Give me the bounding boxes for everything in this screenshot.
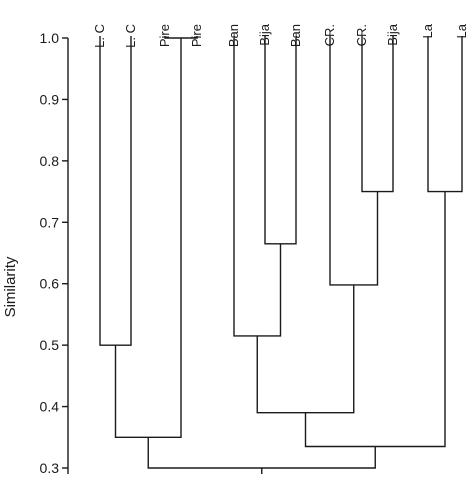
y-tick-label-7: 0.3	[40, 460, 60, 474]
leaf-label-1: L. C	[123, 24, 138, 48]
leaf-label-8: CR.	[354, 24, 369, 46]
leaf-label-6: Ban	[288, 24, 303, 47]
leaf-label-10: La	[420, 23, 435, 38]
y-tick-label-1: 0.9	[40, 91, 60, 107]
leaf-label-0: L. C	[92, 24, 107, 48]
y-tick-label-6: 0.4	[40, 399, 60, 415]
merge-link-2	[264, 36, 297, 245]
y-axis-ticks: 1.0 0.9 0.8 0.7 0.6 0.5 0.4 0.3	[40, 30, 68, 476]
y-tick-label-4: 0.6	[40, 276, 60, 292]
leaf-label-4: Ban	[226, 24, 241, 47]
leaf-label-2: Pire	[157, 24, 172, 47]
merge-link-8	[256, 284, 355, 414]
y-tick-label-5: 0.5	[40, 337, 60, 353]
merge-link-4	[427, 36, 463, 193]
merge-link-0	[99, 36, 132, 346]
merge-link-6	[233, 36, 282, 337]
leaf-label-11: La	[454, 23, 469, 38]
leaf-labels: L. C L. C Pire Pire Ban Bija Ban CR. CR. Bija La La	[92, 23, 469, 48]
merge-link-9	[304, 191, 446, 448]
leaf-label-5: Bija	[257, 23, 272, 45]
merge-link-10	[147, 437, 376, 469]
y-tick-label-2: 0.8	[40, 153, 60, 169]
leaf-label-7: CR.	[322, 24, 337, 46]
dendrogram-links	[99, 36, 463, 474]
leaf-label-9: Bija	[385, 23, 400, 45]
y-tick-label-0: 1.0	[40, 30, 60, 46]
merge-link-3	[361, 36, 394, 193]
y-tick-label-3: 0.7	[40, 214, 60, 230]
merge-link-7	[329, 36, 379, 286]
y-axis-title: Similarity	[2, 256, 19, 317]
merge-link-5	[114, 38, 182, 438]
leaf-label-3: Pire	[189, 24, 204, 47]
